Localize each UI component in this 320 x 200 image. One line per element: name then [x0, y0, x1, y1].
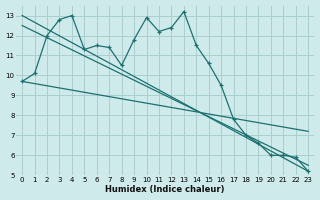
X-axis label: Humidex (Indice chaleur): Humidex (Indice chaleur) — [106, 185, 225, 194]
